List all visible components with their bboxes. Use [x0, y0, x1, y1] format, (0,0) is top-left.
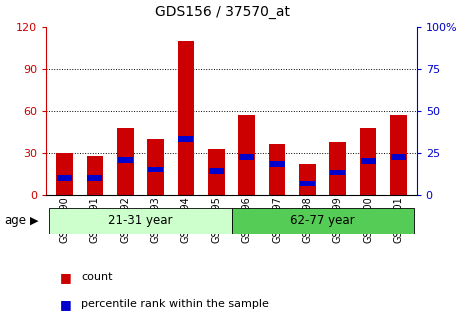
- Bar: [56, 153, 73, 195]
- Bar: [209, 168, 224, 174]
- Text: percentile rank within the sample: percentile rank within the sample: [81, 299, 269, 309]
- Bar: [88, 175, 102, 181]
- Text: ▶: ▶: [30, 216, 38, 226]
- Bar: [57, 175, 72, 181]
- Bar: [178, 136, 194, 142]
- Bar: [147, 139, 164, 195]
- Bar: [330, 170, 345, 175]
- Bar: [390, 115, 407, 195]
- Bar: [300, 181, 315, 186]
- Bar: [50, 208, 232, 234]
- Text: 21-31 year: 21-31 year: [108, 214, 173, 227]
- Bar: [269, 144, 285, 195]
- Text: GDS156 / 37570_at: GDS156 / 37570_at: [155, 5, 290, 19]
- Bar: [117, 128, 134, 195]
- Text: age: age: [5, 214, 27, 227]
- Bar: [178, 41, 194, 195]
- Bar: [118, 157, 133, 163]
- Bar: [239, 154, 254, 160]
- Bar: [148, 167, 163, 172]
- Bar: [269, 161, 285, 167]
- Bar: [208, 149, 225, 195]
- Text: count: count: [81, 272, 113, 282]
- Bar: [238, 115, 255, 195]
- Bar: [360, 128, 376, 195]
- Text: ■: ■: [60, 271, 72, 284]
- Text: ■: ■: [60, 298, 72, 310]
- Bar: [87, 156, 103, 195]
- Bar: [299, 164, 316, 195]
- Text: 62-77 year: 62-77 year: [290, 214, 355, 227]
- Bar: [391, 154, 406, 160]
- Bar: [361, 159, 375, 164]
- Bar: [329, 142, 346, 195]
- Bar: [232, 208, 413, 234]
